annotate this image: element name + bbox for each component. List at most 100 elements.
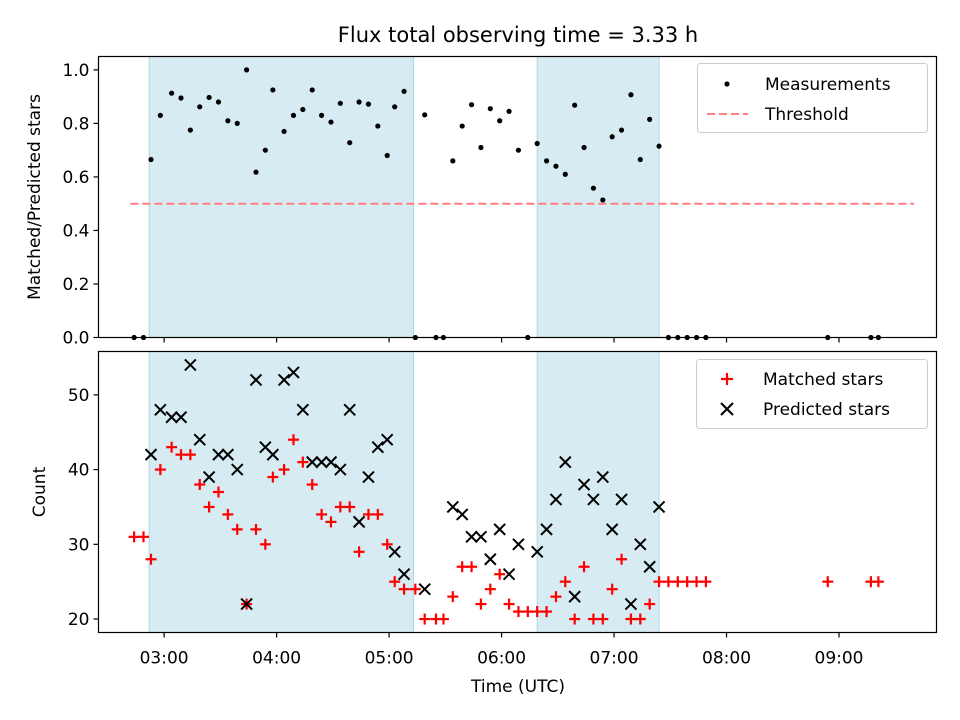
top-legend-box [697, 63, 928, 133]
bottom-shade-region [148, 351, 414, 633]
predicted-star-point [277, 373, 291, 387]
matched-star-point [662, 576, 674, 588]
predicted-star-stroke [624, 597, 638, 611]
top-y-tick-label: 0.8 [62, 114, 89, 134]
predicted-star-point [568, 590, 581, 603]
chart-title: Flux total observing time = 3.33 h [338, 23, 698, 47]
matched-star-point [203, 501, 215, 513]
matched-star-point [494, 568, 506, 580]
predicted-star-point [484, 553, 497, 566]
predicted-star-stroke [615, 493, 628, 506]
matched-star-point [456, 561, 468, 573]
matched-star-point [154, 464, 166, 476]
predicted-star-point [334, 463, 347, 476]
measurement-point [609, 134, 615, 140]
measurement-point [225, 118, 231, 124]
predicted-star-point [306, 455, 319, 469]
legend-predicted-marker [720, 402, 734, 416]
predicted-star-stroke [418, 582, 431, 596]
bottom-x-ticks: 03:00 04:00 05:00 06:00 07:00 08:00 09:00 [140, 632, 864, 669]
measurement-point [375, 123, 381, 129]
bottom-x-tick-label: 05:00 [365, 649, 414, 669]
predicted-star-stroke [306, 455, 319, 469]
top-y-tick-label: 0.6 [62, 168, 89, 188]
measurement-point [506, 108, 512, 114]
predicted-star-point [455, 508, 469, 521]
matched-star-point [447, 591, 459, 603]
measurement-point [478, 144, 484, 151]
bottom-shaded-regions [148, 351, 660, 633]
measurement-point [562, 171, 568, 177]
predicted-star-point [559, 455, 572, 469]
matched-star-point [569, 613, 581, 625]
matched-star-point [222, 508, 234, 520]
predicted-star-stroke [380, 433, 394, 446]
predicted-star-point [512, 538, 525, 551]
matched-star-point [259, 538, 271, 550]
bottom-x-tick-label: 03:00 [140, 649, 189, 669]
predicted-star-point [596, 470, 610, 484]
predicted-star-stroke [577, 478, 591, 491]
measurement-point [234, 120, 240, 127]
predicted-star-point [549, 493, 563, 506]
matched-star-point [389, 576, 401, 588]
x-axis-label: Time (UTC) [470, 677, 565, 697]
matched-star-point [145, 553, 157, 565]
matched-star-point [419, 613, 431, 625]
top-y-tick-label: 0.0 [62, 329, 89, 349]
measurement-point [543, 158, 550, 164]
measurement-point [618, 127, 625, 133]
matched-star-point [578, 561, 590, 573]
measurement-point [187, 127, 193, 133]
predicted-star-point [165, 411, 178, 424]
predicted-star-stroke [174, 411, 188, 424]
bottom-shade-region [536, 351, 660, 633]
measurement-point [647, 116, 653, 122]
legend-predicted-label: Predicted stars [763, 400, 890, 420]
matched-star-point [212, 486, 224, 498]
predicted-star-point [474, 530, 488, 544]
predicted-star-stroke [455, 508, 469, 521]
measurement-point [244, 67, 250, 73]
predicted-star-stroke [596, 470, 610, 484]
predicted-star-stroke [193, 433, 206, 446]
predicted-star-point [397, 568, 411, 581]
predicted-star-point [296, 403, 310, 416]
bottom-y-ticks: 20 30 40 50 [68, 386, 99, 630]
predicted-star-stroke [371, 440, 385, 454]
bottom-axes-frame [97, 350, 938, 634]
matched-star-point [475, 598, 487, 610]
predicted-star-stroke [249, 373, 263, 387]
top-x-ticks [163, 337, 840, 343]
matched-star-point [166, 441, 178, 453]
predicted-star-point [240, 597, 253, 611]
matched-stars-layer [128, 434, 884, 625]
predicted-star-point [154, 403, 167, 416]
matched-star-point [297, 456, 309, 468]
measurement-point [206, 94, 212, 101]
matched-star-point [691, 576, 703, 588]
legend-threshold-label: Threshold [764, 105, 849, 125]
measurement-point [468, 102, 475, 108]
legend-measurements-marker [724, 81, 730, 87]
matched-star-point [362, 508, 374, 520]
predicted-star-stroke [154, 403, 167, 416]
measurement-point [365, 101, 372, 107]
measurement-point [337, 100, 343, 106]
predicted-star-stroke [634, 538, 647, 551]
predicted-star-point [212, 448, 225, 461]
measurement-point [157, 112, 163, 118]
matched-star-point [700, 576, 712, 588]
top-y-tick-label: 0.2 [62, 275, 89, 295]
matched-star-point [634, 613, 646, 625]
measurement-point [392, 104, 398, 110]
predicted-star-stroke [397, 568, 411, 581]
matched-star-point [128, 531, 140, 543]
bottom-x-tick-label: 04:00 [252, 649, 301, 669]
predicted-star-stroke [568, 590, 581, 603]
measurement-point [572, 102, 578, 108]
predicted-star-point [352, 515, 366, 529]
measurement-point [628, 92, 634, 98]
